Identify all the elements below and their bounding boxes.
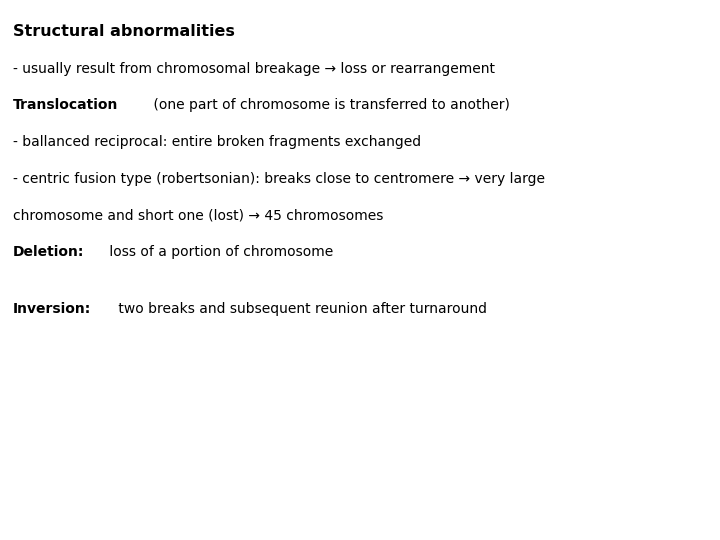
Text: two breaks and subsequent reunion after turnaround: two breaks and subsequent reunion after …	[114, 302, 487, 316]
Text: (one part of chromosome is transferred to another): (one part of chromosome is transferred t…	[149, 98, 510, 112]
Text: Translocation: Translocation	[13, 98, 118, 112]
Text: chromosome and short one (lost) → 45 chromosomes: chromosome and short one (lost) → 45 chr…	[13, 208, 383, 222]
Text: Deletion:: Deletion:	[13, 245, 84, 259]
Text: - usually result from chromosomal breakage → loss or rearrangement: - usually result from chromosomal breaka…	[13, 62, 495, 76]
Text: loss of a portion of chromosome: loss of a portion of chromosome	[105, 245, 333, 259]
Text: - centric fusion type (robertsonian): breaks close to centromere → very large: - centric fusion type (robertsonian): br…	[13, 172, 545, 186]
Text: Structural abnormalities: Structural abnormalities	[13, 24, 235, 39]
Text: Inversion:: Inversion:	[13, 302, 91, 316]
Text: - ballanced reciprocal: entire broken fragments exchanged: - ballanced reciprocal: entire broken fr…	[13, 135, 421, 149]
